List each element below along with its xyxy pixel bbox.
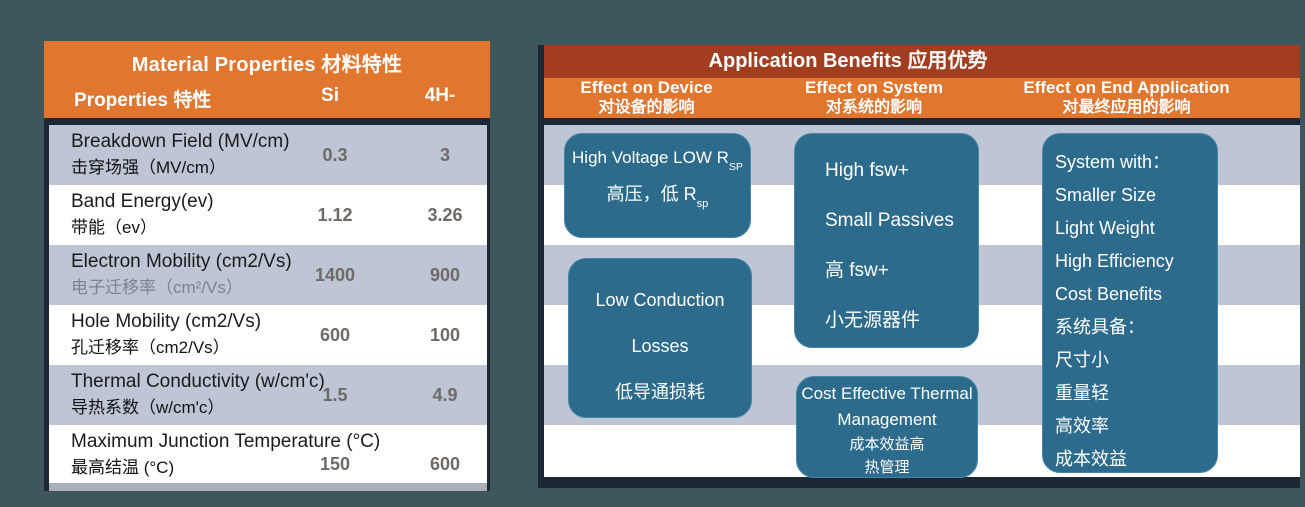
high-voltage-low-rsp-box: High Voltage LOW RSP 高压，低 Rsp	[564, 133, 751, 238]
property-name-en: Hole Mobility (cm2/Vs)	[71, 311, 262, 332]
table-row: Thermal Conductivity (w/cm'c) 导热系数（w/cm'…	[49, 365, 487, 425]
benefit-line: System with：	[1055, 152, 1171, 172]
column-header-effect-on-end-application: Effect on End Application 对最终应用的影响	[984, 78, 1269, 118]
high-fsw-small-passives-box: High fsw+ Small Passives 高 fsw+ 小无源器件	[794, 133, 979, 348]
benefit-line: Low Conduction	[595, 290, 725, 310]
benefit-line: Cost Benefits	[1055, 284, 1163, 304]
benefit-line: High fsw+	[825, 160, 909, 181]
benefit-text: High Voltage LOW R	[572, 148, 729, 167]
benefit-line: 重量轻	[1055, 383, 1109, 403]
property-name-zh: 最高结温 (°C)	[71, 458, 175, 477]
system-benefits-box: System with： Smaller Size Light Weight H…	[1042, 133, 1218, 473]
material-properties-panel: Material Properties 材料特性 Properties 特性 S…	[44, 41, 490, 491]
benefit-line: Light Weight	[1055, 218, 1155, 238]
benefit-line: Smaller Size	[1055, 185, 1157, 205]
column-header-effect-on-device: Effect on Device 对设备的影响	[544, 78, 749, 118]
subscript: sp	[696, 198, 709, 211]
low-conduction-losses-box: Low Conduction Losses 低导通损耗	[568, 258, 752, 418]
si-value: 1.12	[317, 205, 353, 225]
cost-effective-thermal-box: Cost Effective Thermal Management 成本效益高 …	[796, 376, 978, 478]
application-benefits-panel: Application Benefits 应用优势 Effect on Devi…	[538, 45, 1300, 488]
benefit-line: Management	[837, 410, 937, 429]
si-value: 600	[319, 325, 351, 345]
table-top-border	[49, 118, 487, 125]
benefit-line: 成本效益	[1055, 449, 1127, 469]
property-name-en: Electron Mobility (cm2/Vs)	[71, 251, 292, 272]
table-column-headers: Properties 特性 Si 4H-	[44, 83, 490, 113]
benefit-line: 小无源器件	[825, 310, 921, 331]
sic-value: 4.9	[432, 385, 458, 405]
column-header-property: Properties 特性	[74, 90, 212, 111]
property-name-en: Maximum Junction Temperature (°C)	[71, 431, 381, 452]
table-bottom-border	[49, 483, 487, 491]
application-benefits-title: Application Benefits 应用优势	[544, 45, 1300, 78]
column-header-zh: 对最终应用的影响	[1062, 99, 1191, 116]
benefit-line: 低导通损耗	[615, 382, 705, 402]
spellcheck-underline: sp	[697, 184, 709, 210]
benefit-line: 成本效益高	[849, 436, 925, 453]
column-header-en: Effect on System	[805, 78, 943, 97]
table-row: Breakdown Field (MV/cm) 击穿场强（MV/cm） 0.3 …	[49, 125, 487, 185]
sic-value: 100	[429, 325, 461, 345]
benefits-body: High Voltage LOW RSP 高压，低 Rsp Low Conduc…	[544, 118, 1300, 488]
column-header-effect-on-system: Effect on System 对系统的影响	[769, 78, 979, 118]
benefit-line: High Efficiency	[1055, 251, 1174, 271]
property-name-zh: 击穿场强（MV/cm）	[71, 158, 226, 177]
property-name-en: Band Energy(ev)	[71, 191, 214, 212]
si-value: 0.3	[322, 145, 348, 165]
column-header-si: Si	[321, 85, 339, 106]
table-row: Electron Mobility (cm2/Vs) 电子迁移率（cm²/Vs）…	[49, 245, 487, 305]
si-value: 1.5	[322, 385, 348, 405]
material-properties-header: Material Properties 材料特性 Properties 特性 S…	[44, 41, 490, 118]
benefit-line: 热管理	[864, 459, 910, 476]
column-header-en: Effect on End Application	[1023, 78, 1230, 97]
sic-value: 3.26	[427, 205, 463, 225]
benefit-line: 尺寸小	[1055, 350, 1109, 370]
benefits-column-headers: Effect on Device 对设备的影响 Effect on System…	[544, 78, 1300, 118]
benefit-line: Losses	[631, 336, 689, 356]
sic-value: 3	[439, 145, 450, 165]
property-name-zh: 带能（ev）	[71, 218, 157, 237]
table-row: Band Energy(ev) 带能（ev） 1.12 3.26	[49, 185, 487, 245]
property-name-zh: 电子迁移率（cm²/Vs）	[71, 278, 243, 297]
column-header-4h-sic: 4H-	[424, 85, 456, 106]
benefit-line: 高效率	[1055, 416, 1109, 436]
subscript: SP	[728, 160, 743, 173]
benefit-line: 高 fsw+	[825, 260, 889, 281]
property-name-en: Breakdown Field (MV/cm)	[71, 131, 290, 152]
benefit-line: High Voltage LOW RSP	[565, 144, 750, 178]
sic-value: 600	[429, 454, 461, 474]
column-header-zh: 对设备的影响	[598, 99, 695, 116]
benefit-text: 高压，低 R	[606, 184, 697, 205]
column-header-en: Effect on Device	[580, 78, 713, 97]
benefit-line: 高压，低 Rsp	[565, 178, 750, 218]
si-value: 1400	[314, 265, 356, 285]
benefit-line: 系统具备：	[1055, 317, 1145, 337]
si-value: 150	[319, 454, 351, 474]
sic-value: 900	[429, 265, 461, 285]
column-header-zh: 对系统的影响	[825, 99, 922, 116]
benefit-line: Cost Effective Thermal	[801, 384, 973, 403]
property-name-zh: 导热系数（w/cm'c）	[71, 398, 225, 417]
material-properties-table: Breakdown Field (MV/cm) 击穿场强（MV/cm） 0.3 …	[44, 118, 490, 491]
table-row: Hole Mobility (cm2/Vs) 孔迁移率（cm2/Vs） 600 …	[49, 305, 487, 365]
property-name-en: Thermal Conductivity (w/cm'c)	[71, 371, 325, 392]
table-row: Maximum Junction Temperature (°C) 最高结温 (…	[49, 425, 487, 483]
benefit-line: Small Passives	[825, 210, 954, 231]
property-name-zh: 孔迁移率（cm2/Vs）	[71, 338, 230, 357]
material-properties-title: Material Properties 材料特性	[131, 54, 403, 76]
